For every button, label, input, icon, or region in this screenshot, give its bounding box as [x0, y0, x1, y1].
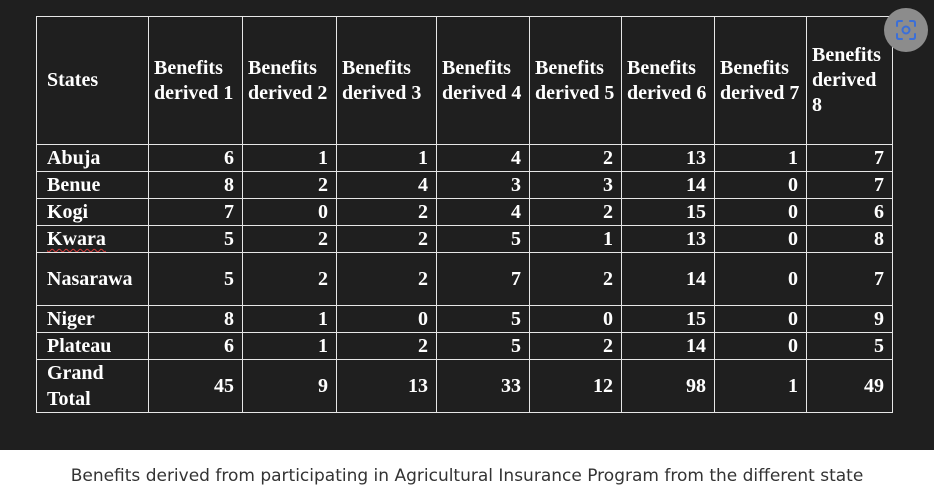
table-header-row: States Benefits derived 1 Benefits deriv… [36, 16, 893, 145]
value-cell: 2 [529, 332, 622, 360]
value-cell: 9 [242, 359, 337, 413]
table-row: Kogi 7 0 2 4 2 15 0 6 [36, 198, 893, 226]
column-header: Benefits derived 2 [242, 16, 337, 145]
value-cell: 13 [621, 225, 715, 253]
value-cell: 2 [336, 332, 437, 360]
column-header: Benefits derived 7 [714, 16, 807, 145]
column-header: Benefits derived 4 [436, 16, 530, 145]
column-header: Benefits derived 5 [529, 16, 622, 145]
value-cell: 2 [336, 225, 437, 253]
value-cell: 0 [714, 252, 807, 306]
value-cell: 9 [806, 305, 893, 333]
image-caption: Benefits derived from participating in A… [70, 466, 864, 486]
value-cell: 5 [436, 305, 530, 333]
state-cell: Grand Total [36, 359, 149, 413]
value-cell: 8 [806, 225, 893, 253]
value-cell: 1 [529, 225, 622, 253]
value-cell: 8 [148, 171, 243, 199]
value-cell: 3 [436, 171, 530, 199]
value-cell: 3 [529, 171, 622, 199]
state-cell: Kwara [36, 225, 149, 253]
value-cell: 13 [621, 144, 715, 172]
table-row: Abuja 6 1 1 4 2 13 1 7 [36, 144, 893, 172]
value-cell: 1 [242, 144, 337, 172]
value-cell: 13 [336, 359, 437, 413]
value-cell: 0 [529, 305, 622, 333]
benefits-table: States Benefits derived 1 Benefits deriv… [36, 16, 893, 413]
value-cell: 2 [336, 198, 437, 226]
value-cell: 5 [436, 225, 530, 253]
value-cell: 2 [529, 144, 622, 172]
value-cell: 0 [714, 171, 807, 199]
value-cell: 1 [336, 144, 437, 172]
value-cell: 2 [529, 252, 622, 306]
value-cell: 0 [242, 198, 337, 226]
value-cell: 14 [621, 332, 715, 360]
state-cell: Benue [36, 171, 149, 199]
value-cell: 2 [336, 252, 437, 306]
value-cell: 4 [436, 198, 530, 226]
value-cell: 5 [148, 252, 243, 306]
table-row: Benue 8 2 4 3 3 14 0 7 [36, 171, 893, 199]
value-cell: 5 [806, 332, 893, 360]
value-cell: 1 [714, 144, 807, 172]
value-cell: 0 [714, 332, 807, 360]
table-row-grand-total: Grand Total 45 9 13 33 12 98 1 49 [36, 359, 893, 413]
value-cell: 15 [621, 305, 715, 333]
table-row: Niger 8 1 0 5 0 15 0 9 [36, 305, 893, 333]
value-cell: 4 [336, 171, 437, 199]
value-cell: 7 [806, 252, 893, 306]
value-cell: 5 [436, 332, 530, 360]
state-cell: Niger [36, 305, 149, 333]
value-cell: 7 [806, 144, 893, 172]
value-cell: 1 [242, 332, 337, 360]
value-cell: 1 [714, 359, 807, 413]
value-cell: 2 [242, 225, 337, 253]
column-header: States [36, 16, 149, 145]
google-lens-icon [896, 20, 916, 40]
value-cell: 12 [529, 359, 622, 413]
value-cell: 6 [148, 332, 243, 360]
column-header: Benefits derived 3 [336, 16, 437, 145]
value-cell: 1 [242, 305, 337, 333]
column-header: Benefits derived 8 [806, 16, 893, 145]
value-cell: 0 [336, 305, 437, 333]
table-row: Plateau 6 1 2 5 2 14 0 5 [36, 332, 893, 360]
column-header: Benefits derived 6 [621, 16, 715, 145]
value-cell: 7 [148, 198, 243, 226]
value-cell: 98 [621, 359, 715, 413]
column-header: Benefits derived 1 [148, 16, 243, 145]
value-cell: 0 [714, 305, 807, 333]
value-cell: 6 [806, 198, 893, 226]
value-cell: 0 [714, 198, 807, 226]
value-cell: 33 [436, 359, 530, 413]
state-cell: Plateau [36, 332, 149, 360]
google-lens-button[interactable] [884, 8, 928, 52]
value-cell: 14 [621, 171, 715, 199]
value-cell: 15 [621, 198, 715, 226]
table-row: Nasarawa 5 2 2 7 2 14 0 7 [36, 252, 893, 306]
value-cell: 2 [242, 252, 337, 306]
value-cell: 0 [714, 225, 807, 253]
value-cell: 5 [148, 225, 243, 253]
state-cell: Kogi [36, 198, 149, 226]
value-cell: 49 [806, 359, 893, 413]
value-cell: 7 [436, 252, 530, 306]
table-row: Kwara 5 2 2 5 1 13 0 8 [36, 225, 893, 253]
value-cell: 8 [148, 305, 243, 333]
state-cell: Abuja [36, 144, 149, 172]
value-cell: 7 [806, 171, 893, 199]
table-image: States Benefits derived 1 Benefits deriv… [0, 0, 934, 450]
value-cell: 2 [529, 198, 622, 226]
value-cell: 2 [242, 171, 337, 199]
value-cell: 4 [436, 144, 530, 172]
value-cell: 14 [621, 252, 715, 306]
value-cell: 6 [148, 144, 243, 172]
value-cell: 45 [148, 359, 243, 413]
state-cell: Nasarawa [36, 252, 149, 306]
